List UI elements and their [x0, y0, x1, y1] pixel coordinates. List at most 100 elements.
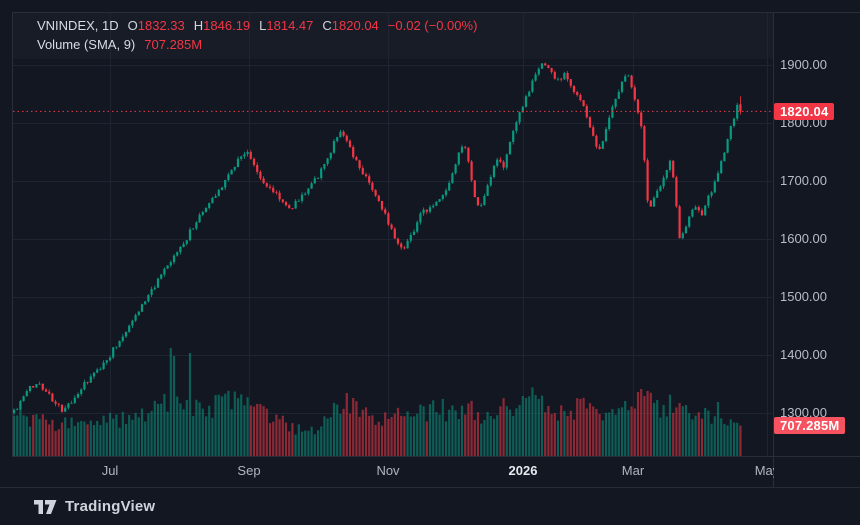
volume-bar: [486, 411, 489, 456]
volume-bar: [67, 428, 70, 456]
volume-bar: [339, 413, 342, 456]
volume-bar: [476, 412, 480, 456]
volume-bar: [403, 416, 406, 456]
candle-body: [540, 63, 544, 69]
candle-body: [384, 209, 387, 214]
volume-bar: [531, 387, 534, 456]
volume-bar: [601, 420, 604, 456]
candle-body: [48, 391, 51, 394]
volume-bar: [262, 406, 265, 456]
footer: TradingView: [0, 487, 860, 525]
candle-body: [496, 159, 499, 166]
candle-body: [256, 164, 259, 172]
volume-bar: [358, 416, 361, 456]
candle-body: [137, 311, 140, 316]
volume-bar: [547, 405, 550, 456]
tradingview-logo[interactable]: TradingView: [34, 498, 155, 515]
volume-bar: [323, 416, 326, 456]
volume-bar: [550, 414, 553, 456]
volume-bar: [505, 406, 508, 456]
volume-bar: [265, 408, 268, 456]
candle-body: [371, 182, 374, 190]
volume-bar: [115, 414, 118, 456]
volume-bar: [720, 418, 723, 456]
candle-body: [508, 141, 512, 155]
volume-bar: [464, 414, 467, 456]
volume-bar: [716, 402, 720, 456]
candle-body: [332, 141, 336, 153]
volume-bar: [502, 398, 505, 456]
volume-bar: [249, 405, 252, 456]
candle-body: [704, 205, 707, 216]
candle-body: [67, 403, 70, 408]
candle-body: [304, 193, 307, 195]
volume-bar: [688, 413, 691, 456]
volume-bar: [528, 396, 531, 456]
symbol-title[interactable]: VNINDEX, 1D: [37, 18, 119, 33]
volume-bar: [496, 415, 499, 456]
candle-body: [684, 226, 688, 234]
candle-body: [476, 197, 480, 206]
volume-bar: [636, 392, 640, 456]
volume-bar: [544, 412, 547, 456]
volume-bar: [112, 418, 115, 456]
volume-bar: [643, 396, 646, 456]
volume-bar: [608, 412, 611, 456]
candle-body: [240, 156, 243, 159]
volume-bar: [611, 409, 614, 456]
ohlc-low-key: L: [259, 18, 267, 33]
candle-body: [336, 137, 339, 142]
candle-body: [364, 174, 368, 177]
candle-body: [92, 372, 96, 377]
volume-bar: [179, 403, 182, 456]
candle-body: [422, 209, 425, 214]
volume-bar: [300, 431, 304, 456]
pane-borders: [12, 12, 860, 487]
volume-bar: [124, 423, 128, 456]
volume-bar: [118, 427, 121, 456]
candle-body: [499, 159, 502, 162]
candle-body: [316, 178, 320, 179]
candle-body: [732, 118, 736, 126]
price-tick-label: 1300.00: [780, 405, 827, 420]
volume-bar: [147, 413, 150, 456]
candle-body: [160, 274, 163, 279]
candle-body: [246, 151, 249, 155]
volume-bar: [659, 417, 662, 456]
candle-body: [553, 72, 556, 79]
volume-bar: [355, 401, 358, 456]
candle-body: [636, 99, 640, 113]
volume-bar: [598, 413, 601, 456]
volume-bar: [92, 424, 96, 456]
candle-body: [70, 402, 73, 404]
ohlc-open: O 1832.33: [128, 17, 185, 34]
candle-body: [140, 304, 144, 312]
volume-indicator-label[interactable]: Volume (SMA, 9): [37, 37, 136, 52]
candle-body: [118, 341, 121, 347]
volume-bar: [297, 424, 300, 456]
candle-body: [416, 222, 419, 232]
volume-bar: [691, 419, 694, 456]
volume-bar: [310, 426, 313, 456]
volume-bar: [713, 416, 716, 456]
candle-body: [662, 177, 665, 187]
candle-body: [99, 369, 102, 370]
volume-bar: [220, 396, 224, 456]
candle-body: [80, 389, 83, 394]
volume-bar: [22, 415, 25, 456]
candle-body: [566, 73, 569, 80]
candle-body: [262, 178, 265, 184]
candle-body: [252, 158, 256, 165]
volume-bar: [144, 421, 147, 456]
candle-body: [428, 207, 432, 212]
price-axis[interactable]: 1900.00 1800.00 1700.00 1600.00 1500.00 1400.…: [774, 13, 860, 456]
volume-bar: [48, 424, 51, 456]
time-axis[interactable]: Jul Sep Nov 2026 Mar May: [0, 458, 774, 486]
volume-bar: [96, 420, 99, 456]
volume-bar: [364, 407, 368, 456]
volume-bar: [188, 353, 192, 456]
volume-bar: [214, 394, 217, 456]
candle-body: [217, 189, 220, 197]
candle-body: [409, 234, 412, 241]
